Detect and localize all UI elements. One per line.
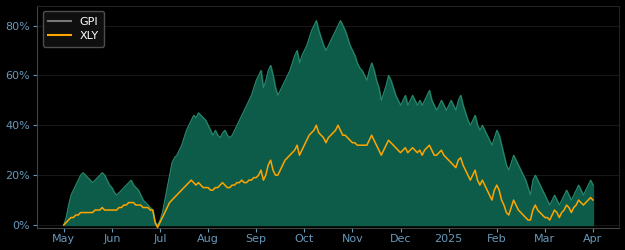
Legend: GPI, XLY: GPI, XLY (42, 11, 104, 47)
